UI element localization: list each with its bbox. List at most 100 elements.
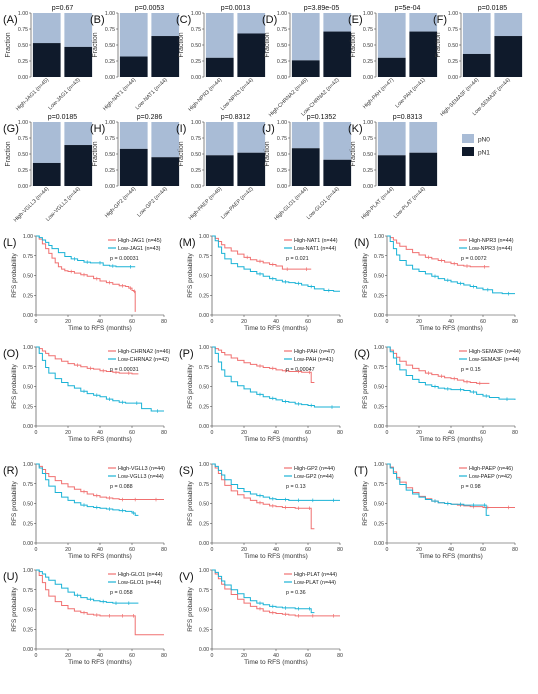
y-tick-label: 0.75 — [23, 588, 33, 594]
panel-label: (O) — [3, 348, 19, 360]
y-tick-label: 0.75 — [199, 588, 209, 594]
x-tick-label: 20 — [65, 430, 71, 436]
x-tick-label: 80 — [512, 430, 518, 436]
y-tick-label: 0.75 — [105, 27, 115, 33]
km-panel-8: (T) RFS probability Time to RFS (months) 0.… — [354, 462, 518, 560]
x-axis-label: Time to RFS (months) — [68, 553, 132, 560]
y-tick-label: 0.75 — [18, 27, 28, 33]
y-axis-label: Fraction — [350, 141, 357, 166]
panel-label: (B) — [90, 14, 105, 26]
x-tick-label: 40 — [448, 430, 454, 436]
x-tick-label: Low-NAT1 (n=44) — [135, 77, 169, 111]
bar-pN1 — [205, 155, 234, 186]
x-tick-label: 80 — [337, 319, 343, 325]
bar-panel-3: (D) p=3.89e-05 Fraction 0.00 0.25 0.50 0.75 1.0… — [262, 5, 352, 118]
x-axis-label: Time to RFS (months) — [68, 436, 132, 443]
p-value-label: p=0.0053 — [135, 5, 164, 12]
bar-pN1 — [377, 155, 406, 186]
y-tick-label: 0.25 — [374, 404, 384, 410]
y-axis-label: RFS probability — [362, 253, 369, 298]
x-tick-label: High-PAEP (n=46) — [188, 186, 223, 221]
km-panel-10: (V) RFS probability Time to RFS (months) 0.… — [179, 568, 343, 666]
x-tick-label: 20 — [416, 319, 422, 325]
x-tick-label: 40 — [97, 430, 103, 436]
x-axis-label: Time to RFS (months) — [244, 553, 308, 560]
legend-label: Low-NAT1 (n=44) — [294, 246, 336, 252]
panel-label: (N) — [354, 237, 369, 249]
y-tick-label: 0.25 — [191, 168, 201, 174]
y-tick-label: 0.00 — [374, 313, 384, 319]
y-tick-label: 0.00 — [363, 184, 373, 190]
bar-pN1 — [462, 53, 491, 77]
p-value-label: p=5e-04 — [395, 5, 421, 12]
p-value-label: p = 0.00031 — [110, 256, 139, 262]
y-tick-label: 0.75 — [374, 365, 384, 371]
p-value-label: p = 0.0072 — [461, 256, 487, 262]
p-value-label: p = 0.13 — [286, 484, 306, 490]
x-tick-label: 60 — [480, 430, 486, 436]
y-tick-label: 0.50 — [199, 608, 209, 614]
p-value-label: p=0.8313 — [393, 114, 422, 121]
y-tick-label: 0.75 — [199, 365, 209, 371]
bar-panel-4: (E) p=5e-04 Fraction 0.00 0.25 0.50 0.75 1.00 Hi… — [348, 5, 438, 110]
y-tick-label: 0.00 — [374, 424, 384, 430]
y-tick-label: 0.50 — [23, 502, 33, 508]
y-tick-label: 0.00 — [199, 541, 209, 547]
y-tick-label: 0.50 — [277, 152, 287, 158]
legend-label: High-NAT1 (n=44) — [294, 238, 338, 244]
km-panel-5: (Q) RFS probability Time to RFS (months) 0.… — [354, 345, 521, 443]
y-tick-label: 0.50 — [23, 274, 33, 280]
y-tick-label: 0.50 — [374, 385, 384, 391]
y-tick-label: 0.50 — [199, 274, 209, 280]
bar-pN1 — [64, 46, 93, 77]
p-value-label: p=0.0185 — [48, 114, 77, 121]
x-tick-label: 40 — [273, 653, 279, 659]
bar-panel-7: (H) p=0.286 Fraction 0.00 0.25 0.50 0.75 1.00 Hi… — [90, 114, 180, 219]
x-tick-label: 60 — [305, 430, 311, 436]
bar-pN0 — [151, 13, 180, 37]
x-tick-label: 40 — [448, 547, 454, 553]
p-value-label: p = 0.058 — [110, 590, 133, 596]
x-tick-label: 0 — [35, 547, 38, 553]
y-tick-label: 0.25 — [23, 627, 33, 633]
bar-pN1 — [32, 162, 61, 186]
y-tick-label: 0.50 — [374, 274, 384, 280]
legend-swatch — [462, 134, 474, 143]
y-axis-label: Fraction — [264, 141, 271, 166]
panel-label: (L) — [3, 237, 16, 249]
legend-label: High-VGLL3 (n=44) — [118, 466, 165, 472]
x-tick-label: 60 — [129, 653, 135, 659]
bar-pN1 — [494, 36, 523, 77]
x-tick-label: 20 — [241, 547, 247, 553]
km-curve-low — [387, 346, 516, 400]
bar-panel-0: (A) p=0.67 Fraction 0.00 0.25 0.50 0.75 1.00 Hig… — [3, 5, 93, 112]
p-value-label: p = 0.15 — [461, 367, 481, 373]
y-tick-label: 0.75 — [277, 136, 287, 142]
y-tick-label: 0.00 — [277, 184, 287, 190]
x-tick-label: High-PLAT (n=44) — [360, 186, 395, 221]
x-tick-label: 80 — [512, 319, 518, 325]
panel-label: (V) — [179, 571, 194, 583]
y-tick-label: 1.00 — [105, 120, 115, 126]
y-tick-label: 0.00 — [18, 75, 28, 81]
x-tick-label: 80 — [337, 547, 343, 553]
km-panel-6: (R) RFS probability Time to RFS (months) 0.… — [3, 462, 167, 560]
bar-pN1 — [291, 60, 320, 77]
km-curve-low — [387, 235, 515, 295]
x-tick-label: 0 — [386, 547, 389, 553]
y-axis-label: RFS probability — [187, 587, 194, 632]
y-tick-label: 0.75 — [23, 254, 33, 260]
y-tick-label: 0.50 — [363, 43, 373, 49]
y-tick-label: 0.75 — [105, 136, 115, 142]
y-tick-label: 0.00 — [105, 75, 115, 81]
y-tick-label: 0.50 — [199, 502, 209, 508]
y-tick-label: 0.25 — [277, 59, 287, 65]
panel-label: (M) — [179, 237, 196, 249]
x-tick-label: 60 — [305, 547, 311, 553]
km-curve-high — [387, 346, 490, 384]
km-curve-high — [36, 463, 164, 501]
y-tick-label: 0.50 — [199, 385, 209, 391]
y-tick-label: 1.00 — [363, 120, 373, 126]
km-curve-high — [212, 569, 340, 617]
y-tick-label: 1.00 — [277, 11, 287, 17]
